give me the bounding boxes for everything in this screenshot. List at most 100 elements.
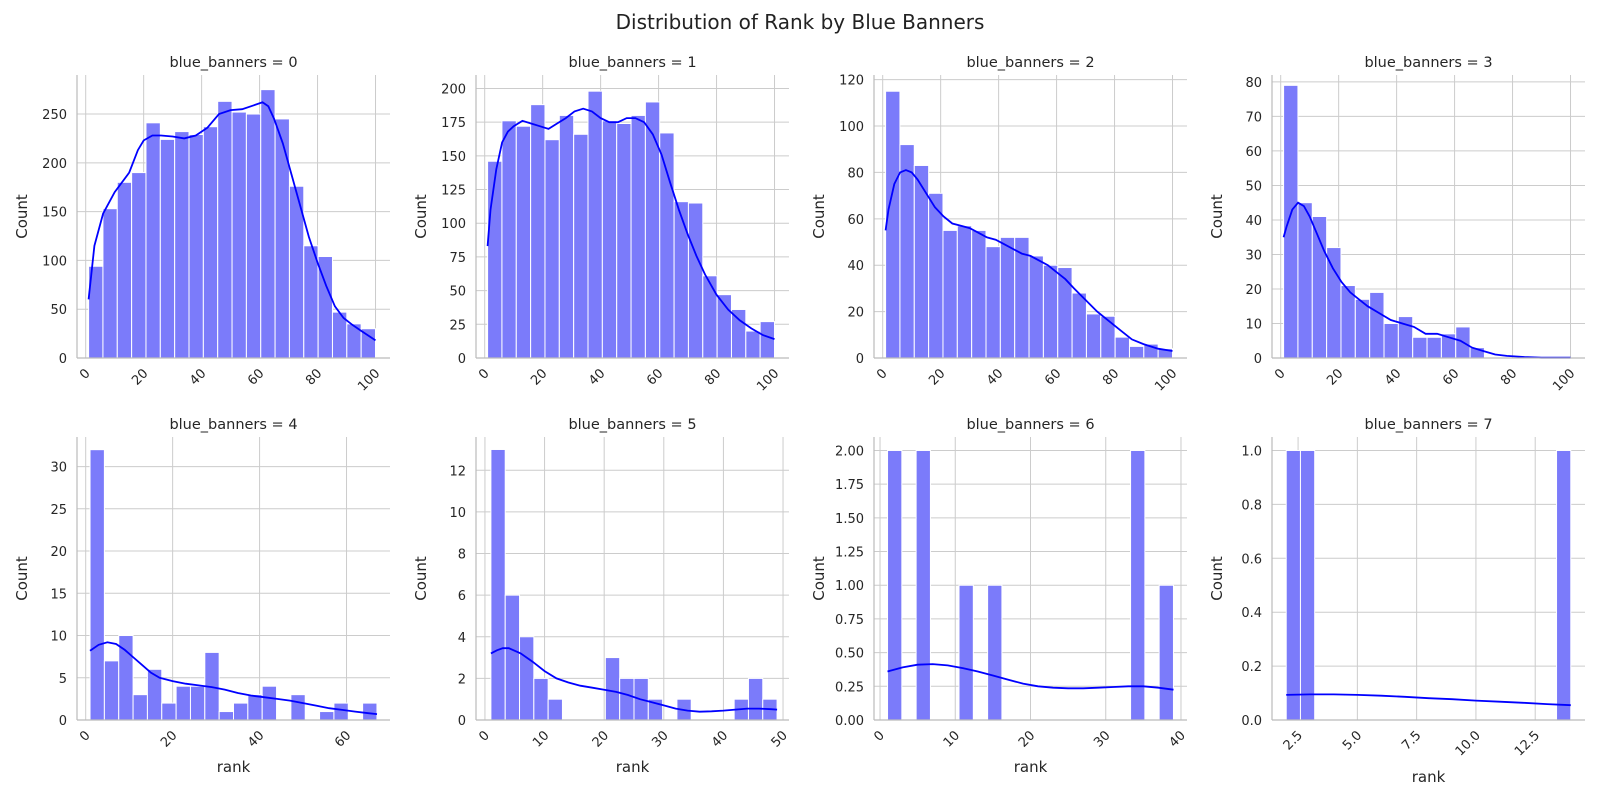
histogram-bar — [1130, 449, 1146, 721]
x-tick-label: 7.5 — [1399, 728, 1424, 753]
histogram-bar — [687, 202, 704, 359]
y-tick-label: 60 — [1245, 145, 1262, 160]
histogram-bar — [1285, 449, 1301, 721]
y-axis-label: Count — [810, 556, 828, 601]
x-tick-label: 40 — [187, 366, 209, 388]
x-tick-label: 80 — [1498, 366, 1520, 388]
y-tick-label: 20 — [847, 306, 864, 321]
x-tick-label: 0 — [476, 728, 492, 744]
figure-title: Distribution of Rank by Blue Banners — [615, 10, 985, 34]
y-tick-label: 0.6 — [1241, 552, 1262, 567]
kde-line — [887, 663, 1174, 691]
subplot-title: blue_banners = 4 — [169, 417, 297, 433]
y-tick-label: 6 — [458, 589, 466, 604]
histogram-bar — [1283, 84, 1299, 359]
x-tick-label: 20 — [590, 728, 612, 750]
histogram-bar — [231, 111, 247, 359]
histogram-bar — [145, 122, 161, 359]
histogram-bar — [490, 448, 506, 721]
y-tick-label: 40 — [847, 259, 864, 274]
x-tick-label: 20 — [129, 366, 151, 388]
y-tick-label: 75 — [449, 251, 466, 266]
y-tick-label: 40 — [1245, 214, 1262, 229]
x-tick-label: 20 — [926, 366, 948, 388]
histogram-bar — [362, 702, 378, 721]
subplot-title: blue_banners = 2 — [966, 55, 1094, 71]
histogram-bar — [247, 694, 263, 721]
y-axis-label: Count — [1208, 194, 1226, 239]
histogram-bar — [515, 125, 532, 359]
x-tick-label: 0 — [874, 366, 890, 382]
subplot-4: 0 5 10 15 20 25 30 0 20 40 60 blue_banners = 4 Count… — [13, 417, 390, 776]
x-axis-label: rank — [217, 758, 251, 776]
y-tick-label: 0.8 — [1241, 498, 1262, 513]
histogram-bar — [1299, 449, 1316, 721]
y-tick-label: 30 — [50, 461, 67, 476]
y-tick-label: 15 — [50, 587, 67, 602]
y-tick-label: 175 — [441, 116, 466, 131]
y-tick-label: 0 — [59, 352, 67, 367]
x-tick-label: 60 — [644, 366, 666, 388]
x-tick-label: 0 — [77, 728, 93, 744]
y-tick-label: 50 — [50, 303, 67, 318]
histogram-bar — [928, 192, 944, 359]
histogram-bar — [487, 160, 503, 359]
kde-line — [490, 647, 778, 713]
y-tick-label: 200 — [42, 157, 67, 172]
y-tick-label: 0 — [458, 714, 466, 729]
x-tick-label: 80 — [1100, 366, 1122, 388]
y-tick-label: 1.0 — [1241, 444, 1262, 459]
x-tick-label: 40 — [1382, 366, 1404, 388]
histogram-bar — [573, 133, 589, 359]
subplot-3: 0 10 20 30 40 50 60 70 80 0 20 40 60 80 100 blue_banner… — [1208, 55, 1585, 394]
histogram-bar — [604, 657, 621, 721]
x-tick-label: 40 — [245, 728, 267, 750]
x-tick-label: 5.0 — [1340, 728, 1365, 753]
histogram-bar — [587, 90, 603, 359]
histogram-bar — [985, 246, 1001, 359]
x-tick-label: 0 — [476, 366, 492, 382]
subplot-title: blue_banners = 1 — [568, 55, 696, 71]
y-tick-label: 100 — [839, 120, 864, 135]
histogram-bar — [161, 702, 177, 721]
histogram-bar — [290, 694, 306, 721]
x-tick-label: 20 — [528, 366, 550, 388]
y-tick-label: 150 — [42, 206, 67, 221]
subplot-title: blue_banners = 3 — [1364, 55, 1492, 71]
histogram-bar — [1057, 267, 1073, 359]
y-tick-label: 10 — [1245, 317, 1262, 332]
histogram-bar — [1042, 264, 1059, 359]
histogram-bar — [519, 636, 535, 721]
kde-line — [87, 101, 377, 342]
histogram-bar — [303, 245, 319, 359]
y-tick-label: 25 — [449, 318, 466, 333]
subplot-1: 0 25 50 75 100 125 150 175 200 0 20 40 60 80 100 blue_b… — [412, 55, 789, 394]
y-tick-label: 0.75 — [835, 613, 864, 628]
histogram-bar — [673, 201, 689, 359]
subplot-5: 0 2 4 6 8 10 12 0 10 20 30 40 50 blue_banners = 5 Coun… — [412, 417, 791, 776]
histogram-bar — [1369, 291, 1385, 359]
x-tick-label: 100 — [355, 366, 383, 394]
x-tick-label: 20 — [1324, 366, 1346, 388]
y-tick-label: 60 — [847, 213, 864, 228]
histogram-bar — [333, 702, 349, 721]
histogram-bar — [1340, 285, 1356, 359]
y-axis-label: Count — [412, 194, 430, 239]
histogram-bar — [1426, 336, 1442, 359]
y-tick-label: 80 — [847, 166, 864, 181]
x-tick-label: 2.5 — [1281, 728, 1306, 753]
histogram-bar — [132, 694, 148, 721]
x-tick-label: 50 — [769, 728, 791, 750]
histogram-bar — [987, 584, 1003, 721]
y-tick-label: 0 — [856, 352, 864, 367]
histogram-bar — [702, 275, 718, 359]
histogram-bar — [1412, 336, 1428, 359]
x-tick-label: 30 — [649, 728, 671, 750]
y-tick-label: 100 — [441, 217, 466, 232]
y-tick-label: 250 — [42, 108, 67, 123]
y-tick-label: 0 — [1254, 352, 1262, 367]
histogram-bar — [885, 90, 901, 359]
x-tick-label: 80 — [702, 366, 724, 388]
histogram-bar — [1383, 322, 1399, 359]
histogram-bar — [1114, 336, 1130, 359]
